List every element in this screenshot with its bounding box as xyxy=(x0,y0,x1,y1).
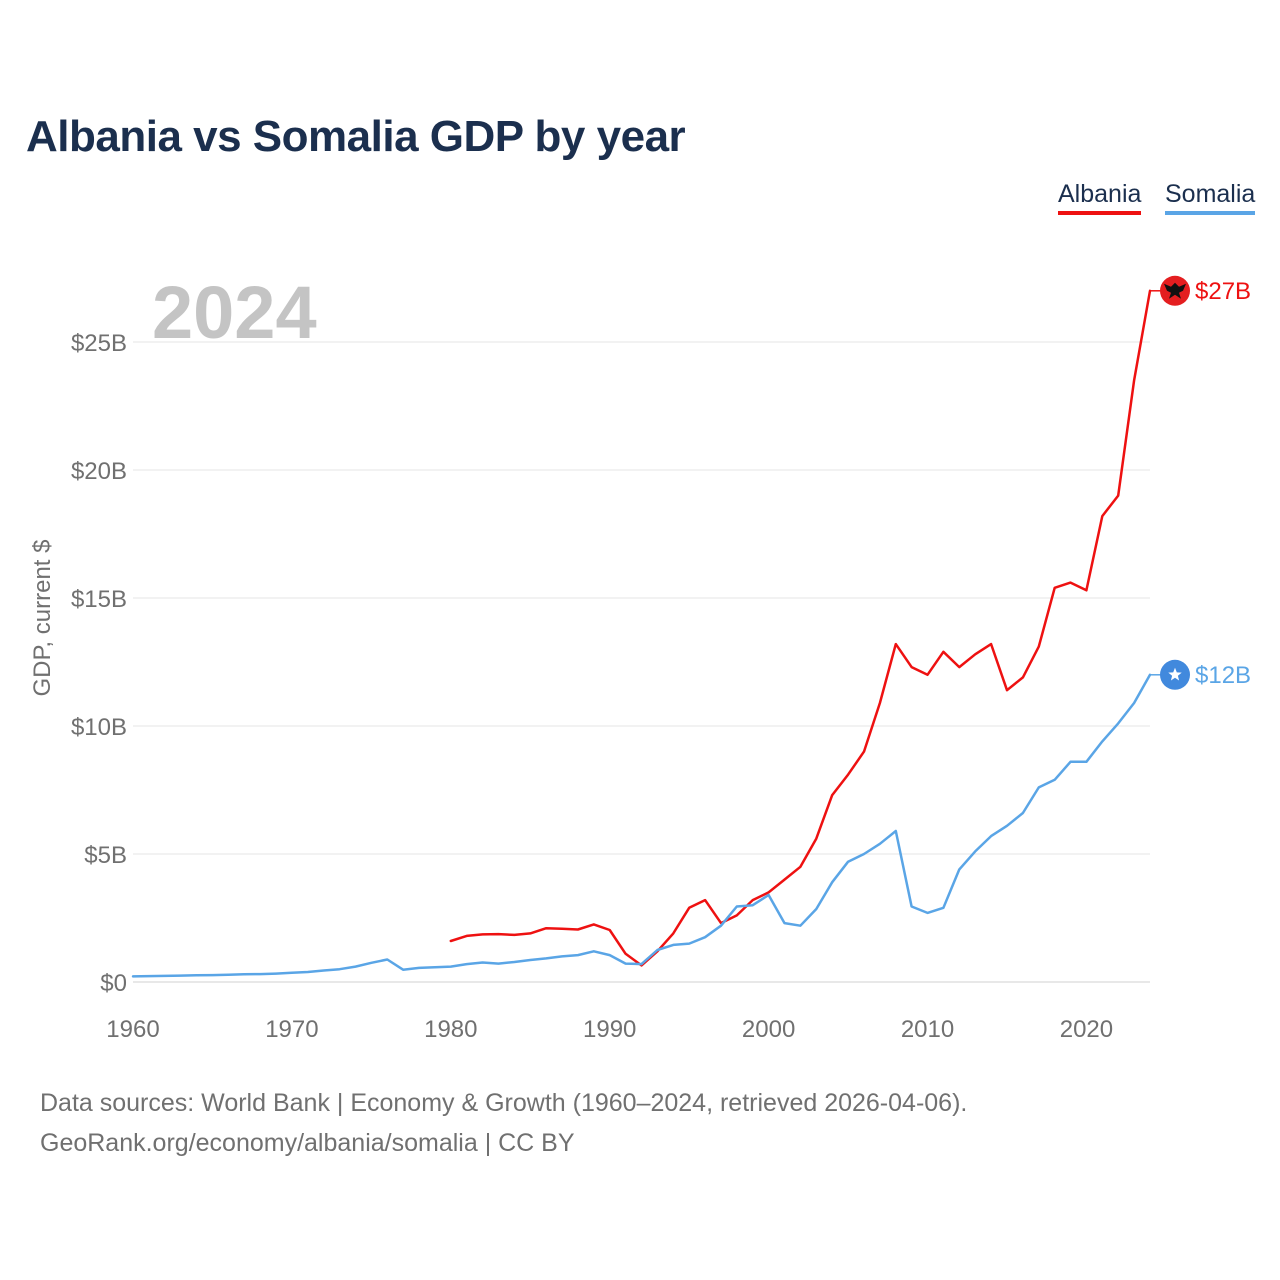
y-tick-label: $20B xyxy=(71,458,127,485)
x-tick-label: 1970 xyxy=(265,1016,318,1043)
y-tick-label: $0 xyxy=(100,970,127,997)
y-tick-label: $10B xyxy=(71,714,127,741)
source-line-2[interactable]: GeoRank.org/economy/albania/somalia | CC… xyxy=(40,1129,575,1157)
x-tick-label: 1980 xyxy=(424,1016,477,1043)
y-tick-label: $15B xyxy=(71,586,127,613)
y-tick-label: $5B xyxy=(84,842,127,869)
legend-item-albania[interactable]: Albania xyxy=(1058,180,1142,215)
year-watermark: 2024 xyxy=(152,271,317,354)
x-tick-label: 2010 xyxy=(901,1016,954,1043)
source-note: Data sources: World Bank | Economy & Gro… xyxy=(40,1083,967,1163)
eagle-shape xyxy=(1164,282,1186,299)
end-value-label-albania: $27B xyxy=(1195,278,1251,305)
albania-flag-icon xyxy=(1160,275,1190,306)
legend-item-somalia[interactable]: Somalia xyxy=(1165,180,1256,215)
x-tick-label: 2000 xyxy=(742,1016,795,1043)
x-tick-label: 2020 xyxy=(1060,1016,1113,1043)
gridlines xyxy=(133,341,1150,983)
x-tick-label: 1990 xyxy=(583,1016,636,1043)
end-markers: $27B $12B xyxy=(1150,275,1251,690)
series-line-somalia[interactable] xyxy=(131,673,1152,978)
y-axis-title: GDP, current $ xyxy=(29,540,56,697)
x-tick-label: 1960 xyxy=(106,1016,159,1043)
somalia-flag-icon xyxy=(1160,659,1190,690)
series-line-albania[interactable] xyxy=(449,289,1152,967)
star-shape xyxy=(1168,667,1182,681)
y-tick-label: $25B xyxy=(71,330,127,357)
series-lines xyxy=(131,289,1152,978)
source-line-1: Data sources: World Bank | Economy & Gro… xyxy=(40,1089,968,1117)
end-value-label-somalia: $12B xyxy=(1195,662,1251,689)
axis-labels: $0 $5B $10B $15B $20B $25B 1960 1970 1980 1990 200… xyxy=(71,330,1113,1043)
chart-title: Albania vs Somalia GDP by year xyxy=(26,112,686,161)
